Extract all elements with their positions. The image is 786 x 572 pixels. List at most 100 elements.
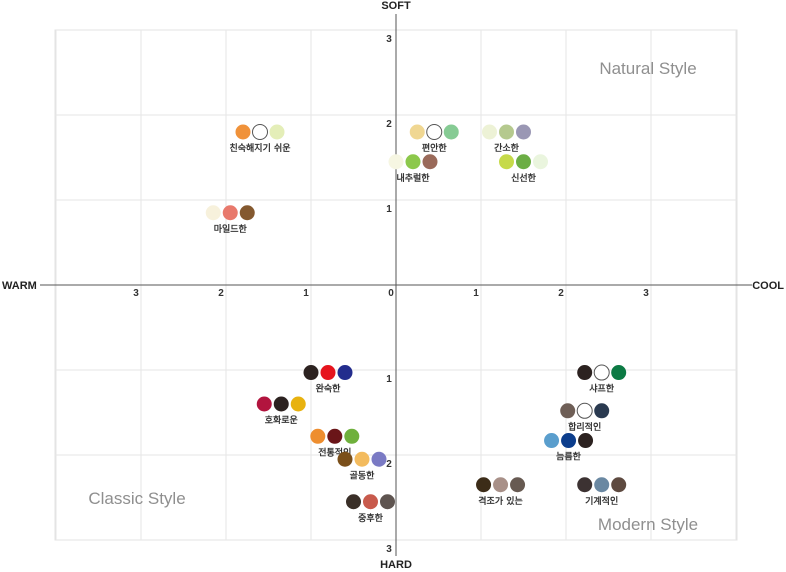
quadrant-label: Modern Style bbox=[598, 515, 698, 534]
keyword-label: 늠름한 bbox=[556, 451, 582, 463]
keyword-label: 합리적인 bbox=[568, 421, 601, 433]
color-swatch-dot bbox=[443, 124, 459, 140]
color-swatch-dot bbox=[422, 154, 438, 170]
y-tick-label: 3 bbox=[386, 544, 392, 555]
keyword-group: 간소한 bbox=[482, 124, 531, 154]
color-swatch-dot bbox=[205, 205, 221, 221]
keyword-group: 마일드한 bbox=[205, 205, 255, 235]
color-swatch-dot bbox=[611, 365, 627, 381]
y-tick-label: 2 bbox=[386, 459, 392, 470]
x-tick-label: 2 bbox=[558, 288, 564, 299]
color-swatch-dot bbox=[476, 477, 492, 493]
color-swatch-dot bbox=[544, 433, 560, 449]
color-swatch-dot bbox=[577, 365, 593, 381]
color-swatch-dot bbox=[290, 396, 306, 412]
color-swatch-dot bbox=[482, 124, 497, 140]
tick-labels: 3 2 1 0 1 2 3 3 2 1 1 2 3 bbox=[133, 34, 649, 555]
color-swatch-dot bbox=[252, 124, 268, 140]
color-swatch-dot bbox=[337, 451, 353, 467]
y-tick-label: 2 bbox=[386, 119, 392, 130]
keyword-label: 격조가 있는 bbox=[478, 495, 523, 507]
color-swatch-dot bbox=[576, 402, 593, 419]
color-swatch-dot bbox=[560, 403, 576, 419]
keyword-label: 간소한 bbox=[494, 142, 520, 154]
color-swatch-dot bbox=[577, 477, 593, 493]
color-swatch-dot bbox=[493, 477, 509, 493]
color-swatch-dot bbox=[593, 364, 610, 381]
keyword-group: 신선한 bbox=[499, 154, 548, 184]
axes bbox=[40, 14, 752, 556]
x-tick-label: 1 bbox=[303, 288, 309, 299]
color-swatch-dot bbox=[533, 154, 548, 170]
color-swatch-dot bbox=[380, 494, 395, 510]
quadrant-label: Natural Style bbox=[599, 59, 696, 78]
keyword-group: 기계적인 bbox=[577, 477, 627, 507]
keyword-group: 늠름한 bbox=[544, 433, 594, 463]
quadrant-labels: Natural Style Classic Style Modern Style bbox=[88, 59, 698, 534]
color-swatch-dot bbox=[346, 494, 361, 510]
axis-label-left: WARM bbox=[2, 280, 37, 292]
color-swatch-dot bbox=[371, 451, 387, 467]
x-tick-label: 1 bbox=[473, 288, 479, 299]
color-swatch-dot bbox=[320, 365, 336, 381]
keyword-group: 내추럴한 bbox=[388, 154, 438, 184]
color-swatch-dot bbox=[499, 124, 514, 140]
x-tick-label: 2 bbox=[218, 288, 224, 299]
keyword-label: 신선한 bbox=[511, 172, 537, 184]
keyword-group: 격조가 있는 bbox=[476, 477, 526, 507]
color-swatch-dot bbox=[510, 477, 526, 493]
color-swatch-dot bbox=[273, 396, 289, 412]
keyword-group: 호화로운 bbox=[256, 396, 306, 426]
color-swatch-dot bbox=[561, 433, 577, 449]
color-swatch-dot bbox=[235, 124, 251, 140]
color-swatch-dot bbox=[594, 477, 610, 493]
color-swatch-dot bbox=[405, 154, 421, 170]
x-tick-label: 0 bbox=[388, 288, 394, 299]
y-tick-label: 1 bbox=[386, 374, 392, 385]
keyword-label: 샤프한 bbox=[589, 383, 615, 395]
keyword-label: 편안한 bbox=[422, 142, 448, 154]
axis-label-right: COOL bbox=[752, 280, 784, 292]
keyword-group: 완숙한 bbox=[303, 365, 353, 395]
color-swatch-dot bbox=[354, 451, 370, 467]
color-swatch-dot bbox=[363, 494, 378, 510]
keyword-label: 친숙해지기 쉬운 bbox=[229, 142, 290, 154]
color-swatch-dot bbox=[426, 124, 443, 140]
color-swatch-dot bbox=[388, 154, 404, 170]
color-swatch-dot bbox=[594, 403, 610, 419]
color-swatch-dot bbox=[337, 365, 353, 381]
color-swatch-dot bbox=[269, 124, 285, 140]
color-swatch-dot bbox=[303, 365, 319, 381]
keyword-label: 마일드한 bbox=[214, 223, 248, 235]
color-swatch-dot bbox=[222, 205, 238, 221]
color-swatch-dot bbox=[499, 154, 514, 170]
keyword-group: 중후한 bbox=[346, 494, 395, 524]
keyword-group: 친숙해지기 쉬운 bbox=[229, 124, 291, 154]
keyword-label: 중후한 bbox=[358, 512, 384, 524]
keyword-group: 편안한 bbox=[409, 124, 459, 154]
axis-label-top: SOFT bbox=[381, 0, 411, 12]
color-swatch-dot bbox=[578, 433, 594, 449]
quadrant-label: Classic Style bbox=[88, 489, 185, 508]
x-tick-label: 3 bbox=[133, 288, 139, 299]
keyword-group: 합리적인 bbox=[560, 402, 610, 433]
keyword-group: 전통적인 bbox=[310, 428, 360, 458]
y-tick-label: 1 bbox=[386, 204, 392, 215]
color-swatch-dot bbox=[516, 124, 531, 140]
color-swatch-dot bbox=[239, 205, 255, 221]
x-tick-label: 3 bbox=[643, 288, 649, 299]
color-swatch-dot bbox=[611, 477, 627, 493]
keyword-group: 골동한 bbox=[337, 451, 387, 481]
keyword-label: 완숙한 bbox=[316, 383, 342, 395]
color-swatch-dot bbox=[256, 396, 272, 412]
color-swatch-dot bbox=[344, 428, 360, 444]
keyword-label: 골동한 bbox=[350, 469, 376, 481]
keyword-label: 호화로운 bbox=[265, 414, 298, 426]
color-swatch-dot bbox=[516, 154, 531, 170]
keyword-group: 샤프한 bbox=[577, 364, 627, 395]
color-swatch-dot bbox=[409, 124, 425, 140]
axis-label-bottom: HARD bbox=[380, 559, 412, 571]
color-swatch-dot bbox=[327, 428, 343, 444]
